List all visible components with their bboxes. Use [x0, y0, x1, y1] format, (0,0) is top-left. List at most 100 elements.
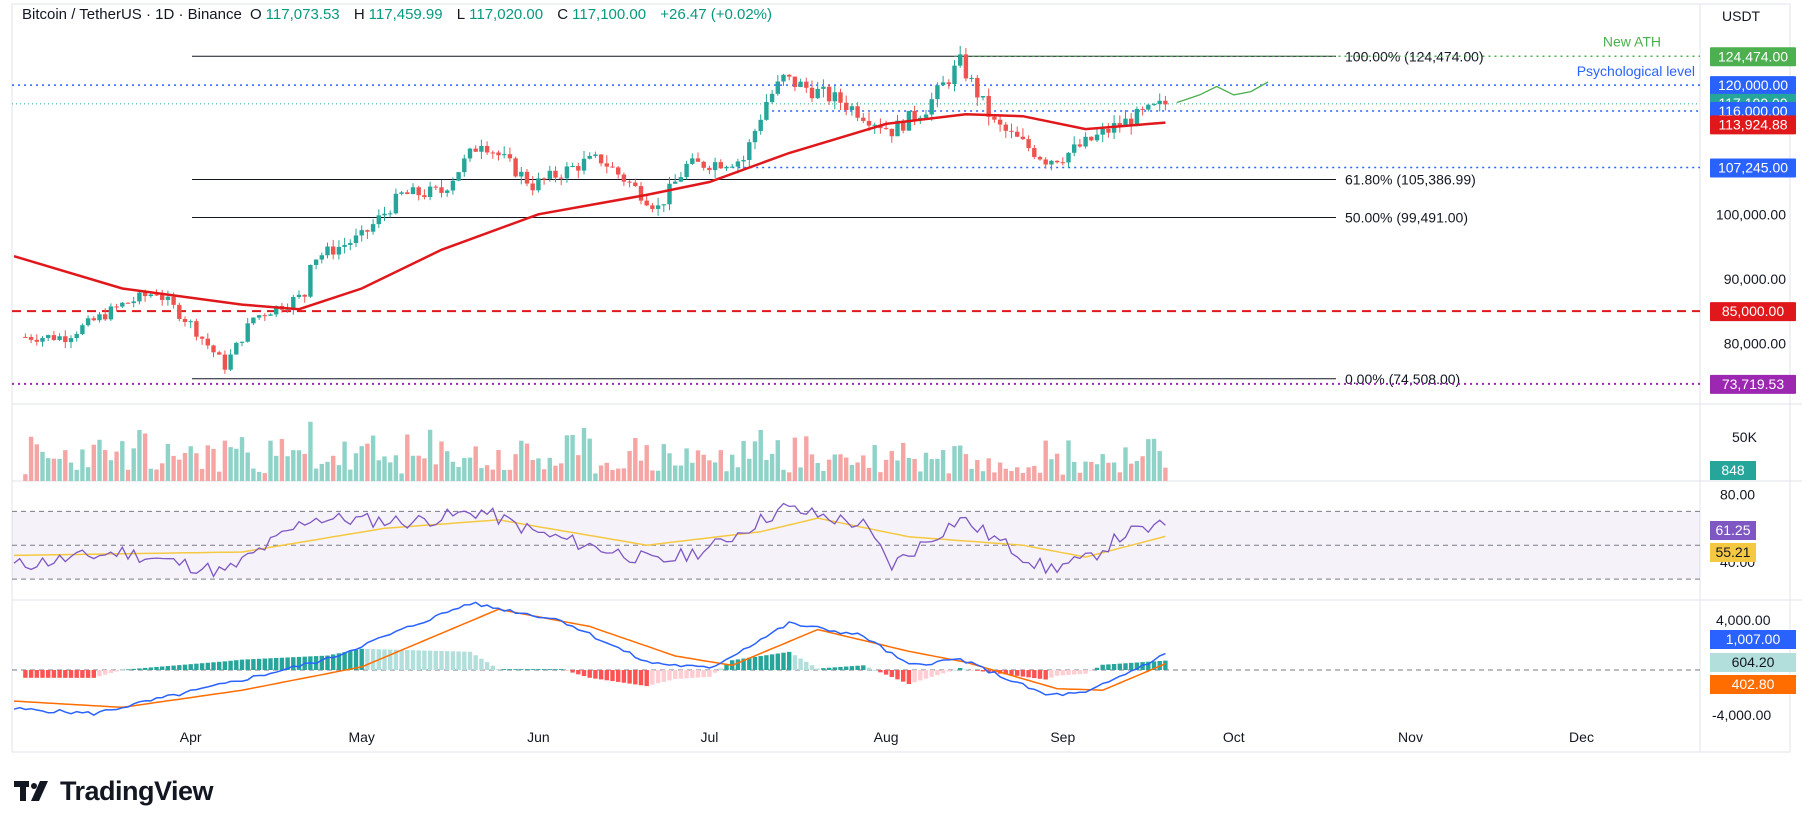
candle-body	[399, 192, 404, 194]
volume-bar	[524, 443, 530, 481]
volume-bar	[376, 460, 381, 481]
volume-bar	[308, 421, 313, 481]
candle-body	[1134, 108, 1140, 126]
candle-body	[781, 74, 786, 82]
macd-histogram-bar	[701, 670, 706, 678]
macd-histogram-bar	[707, 670, 712, 677]
macd-histogram-bar	[678, 670, 684, 679]
candle-body	[262, 315, 267, 317]
macd-histogram-bar	[963, 669, 969, 671]
macd-histogram-bar	[832, 667, 837, 670]
macd-histogram-bar	[103, 670, 108, 675]
volume-bar	[445, 451, 450, 481]
volume-bar	[274, 455, 279, 481]
candle-body	[735, 161, 741, 167]
candle-body	[28, 337, 34, 340]
macd-histogram-bar	[279, 657, 285, 670]
volume-bar	[638, 460, 644, 481]
price-tag-text: 85,000.00	[1722, 303, 1784, 319]
volume-bar	[952, 446, 957, 481]
volume-bar	[519, 440, 524, 481]
macd-histogram-bar	[940, 670, 946, 674]
volume-bar	[1009, 471, 1014, 481]
macd-histogram-bar	[986, 670, 991, 673]
volume-bar	[673, 465, 678, 481]
candle-body	[1043, 159, 1048, 165]
macd-histogram-bar	[154, 666, 159, 670]
candle-body	[160, 295, 165, 300]
macd-histogram-bar	[382, 649, 387, 670]
macd-histogram-bar	[473, 655, 478, 670]
candle-body	[724, 166, 729, 169]
volume-bar	[382, 456, 387, 481]
symbol-title[interactable]: Bitcoin / TetherUS · 1D · Binance	[22, 6, 242, 23]
candle-body	[302, 294, 307, 297]
macd-histogram-bar	[735, 659, 741, 670]
signal-tag	[1710, 675, 1796, 694]
macd-histogram-bar	[427, 650, 433, 670]
candle-body	[359, 230, 364, 236]
volume-bar	[85, 467, 91, 481]
candle-body	[319, 255, 324, 260]
volume-bar	[838, 454, 843, 481]
candle-body	[1146, 104, 1151, 110]
macd-histogram-bar	[239, 659, 245, 670]
fib-level-label: 100.00% (124,474.00)	[1345, 48, 1484, 64]
macd-histogram-bar	[792, 655, 798, 670]
macd-histogram-bar	[97, 670, 102, 677]
tradingview-logo[interactable]: TradingView	[14, 776, 214, 807]
high-label: H	[353, 6, 365, 23]
candle-body	[787, 74, 792, 77]
volume-bar	[142, 433, 148, 481]
macd-histogram-bar	[256, 658, 262, 670]
volume-bar	[1026, 467, 1031, 481]
macd-histogram-bar	[217, 661, 222, 670]
candle-body	[587, 155, 592, 159]
volume-bar	[239, 437, 245, 481]
candle-body	[826, 86, 832, 102]
volume-bar	[325, 461, 330, 481]
macd-histogram-bar	[177, 665, 182, 670]
macd-histogram-bar	[188, 664, 193, 670]
candle-body	[46, 335, 51, 338]
macd-tag	[1710, 630, 1796, 649]
volume-bar	[730, 454, 735, 481]
price-tag	[1710, 115, 1796, 135]
macd-histogram-bar	[918, 670, 923, 681]
volume-bar	[251, 468, 256, 481]
candle-body	[308, 264, 313, 297]
candle-body	[883, 128, 889, 130]
volume-bar	[393, 455, 399, 481]
volume-bar	[399, 473, 404, 481]
volume-bar	[878, 472, 883, 481]
volume-bar	[1043, 440, 1048, 481]
candle-body	[365, 230, 370, 232]
candle-body	[1037, 156, 1043, 160]
volume-bar	[986, 458, 991, 481]
candle-body	[861, 117, 866, 121]
volume-bar	[1094, 464, 1100, 481]
macd-histogram-bar	[644, 670, 649, 687]
macd-histogram-bar	[1100, 664, 1105, 670]
volume-bar	[929, 459, 934, 481]
candle-body	[154, 294, 159, 296]
volume-bar	[678, 465, 684, 481]
candle-body	[239, 341, 245, 343]
volume-bar	[992, 472, 997, 481]
macd-histogram-bar	[342, 652, 347, 670]
macd-histogram-bar	[502, 669, 507, 670]
psychological-level-annotation: Psychological level	[1577, 63, 1695, 79]
candle-body	[684, 163, 689, 178]
volume-bar	[1077, 472, 1083, 481]
volume-bar	[598, 465, 604, 481]
volume-bar	[741, 441, 746, 481]
volume-bar	[963, 454, 969, 481]
volume-bar	[866, 467, 872, 481]
chart-frame	[11, 3, 1791, 753]
candle-body	[1026, 139, 1031, 149]
macd-histogram-bar	[40, 670, 45, 678]
macd-histogram-bar	[142, 667, 148, 670]
candle-body	[1163, 100, 1168, 105]
candle-body	[798, 81, 803, 87]
